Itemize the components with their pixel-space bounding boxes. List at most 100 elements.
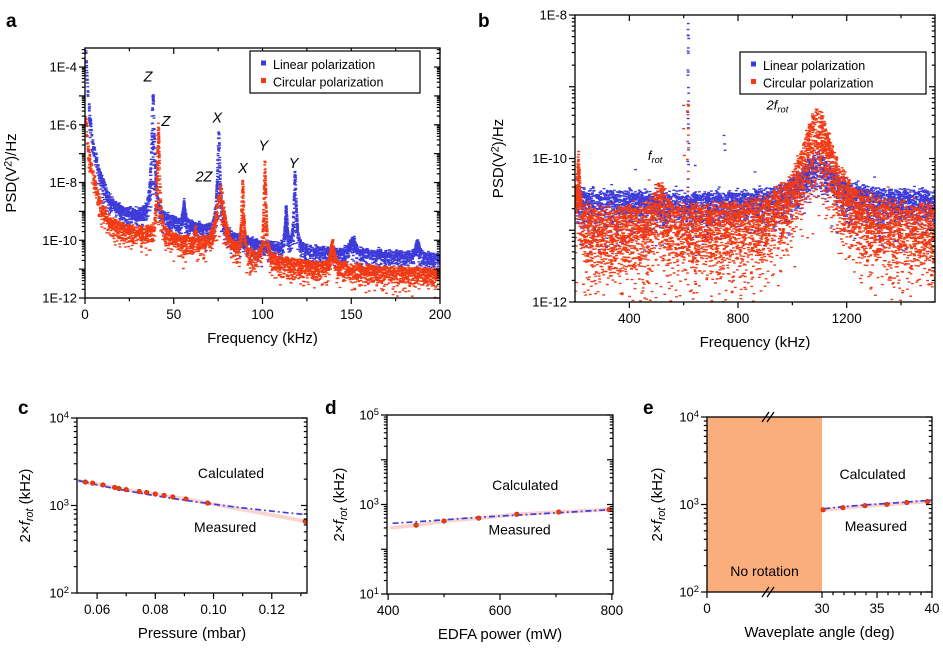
peak-annotation: X [211, 111, 223, 127]
x-tick-label: 800 [727, 311, 750, 326]
panel-letter-a: a [6, 11, 17, 32]
panel-c-plot: 104 103 102 0.06 0.08 0.10 0.12 Pressure (mbar)… [17, 410, 308, 642]
no-rotation-region [707, 417, 822, 592]
data-point [904, 500, 910, 506]
data-point [183, 496, 189, 502]
y-axis-label: 2×frot (kHz) [331, 468, 350, 542]
region-label: No rotation [730, 563, 798, 579]
plot-area [575, 22, 935, 302]
x-tick-label: 40 [924, 601, 939, 616]
y-tick-label: 104 [49, 410, 69, 426]
series-label: Measured [194, 519, 256, 535]
y-axis-label: PSD(V2)/Hz [3, 133, 21, 212]
calculated-line [392, 508, 612, 525]
panel-e-plot: 104 103 102 0 30 35 40 Waveplate angle (deg) 2×f… [649, 409, 940, 641]
panel-b-plot: 1E-8 1E-10 1E-12 400 800 1200 Frequency (kHz) P… [490, 8, 936, 351]
panel-letter-c: c [18, 398, 29, 419]
panel-b: b 1E-8 1E-10 1E-12 400 800 1200 Frequency (kHz… [478, 8, 936, 351]
x-tick-label: 0 [703, 601, 711, 616]
plot-border [76, 417, 308, 594]
x-tick-label: 0.06 [84, 602, 110, 617]
y-axis-label: 2×frot (kHz) [649, 468, 668, 542]
axis-break-mark [766, 586, 775, 598]
legend-label: Circular polarization [763, 77, 874, 91]
data-point [820, 507, 826, 513]
x-axis-label: Pressure (mbar) [138, 625, 246, 642]
data-point [82, 479, 88, 485]
panel-letter-b: b [478, 11, 490, 32]
x-tick-label: 0.10 [200, 602, 226, 617]
axis-break-mark [761, 411, 770, 423]
data-point [556, 509, 562, 515]
y-tick-label: 1E-8 [540, 8, 567, 23]
y-axis-label: PSD(V2)/Hz [490, 119, 508, 198]
legend-marker-red [751, 79, 756, 84]
data-point [144, 490, 150, 496]
panel-c: c 104 103 102 0.06 0.08 0.10 0.12 Pressure (mba… [17, 398, 308, 642]
data-point [840, 505, 846, 511]
data-point [116, 486, 122, 492]
y-tick-label: 105 [359, 407, 379, 423]
x-tick-label: 50 [166, 307, 181, 322]
peak-annotation: Z [143, 69, 154, 85]
data-point [476, 515, 482, 521]
data-point [112, 484, 118, 490]
data-point [161, 492, 167, 499]
legend-label: Circular polarization [273, 76, 384, 90]
y-tick-label: 102 [679, 584, 699, 600]
peak-annotation: 2Z [194, 169, 213, 185]
y-tick-label: 1E-10 [42, 233, 77, 248]
legend: Linear polarization Circular polarization [739, 51, 927, 95]
axis-break-mark [766, 411, 775, 423]
legend-box [739, 51, 927, 95]
y-tick-label: 104 [679, 409, 699, 425]
x-tick-label: 0.12 [259, 602, 285, 617]
x-axis-label: Waveplate angle (deg) [744, 624, 894, 641]
x-tick-label: 150 [340, 307, 363, 322]
x-tick-label: 0.08 [142, 602, 168, 617]
legend-box [249, 50, 421, 94]
data-point [152, 491, 158, 497]
plot-area [820, 499, 932, 513]
data-point [136, 489, 142, 495]
legend-label: Linear polarization [763, 59, 865, 73]
data-point [925, 499, 931, 505]
y-tick-label: 1E-12 [42, 291, 77, 306]
axis-ticks [381, 414, 613, 600]
data-point [123, 487, 129, 493]
x-tick-label: 400 [377, 603, 400, 618]
legend-label: Linear polarization [273, 58, 375, 72]
legend-marker-blue [261, 60, 266, 66]
peak-annotation: frot [648, 148, 663, 165]
y-tick-label: 103 [49, 498, 69, 513]
y-tick-label: 103 [359, 497, 379, 512]
peak-annotation: Y [259, 138, 270, 154]
peak-annotation: X [237, 161, 249, 177]
data-point [441, 518, 447, 524]
panel-a: a 1E-4 1E-6 1E-8 1E-10 1E-12 0 50 100 150 200 Freq… [3, 11, 452, 347]
panel-letter-e: e [643, 398, 654, 419]
axis-ticks [79, 48, 441, 304]
y-tick-label: 102 [49, 585, 69, 601]
y-tick-label: 1E-4 [50, 60, 77, 75]
data-point [170, 494, 176, 500]
x-tick-label: 35 [869, 601, 884, 616]
x-tick-label: 1200 [832, 311, 862, 326]
plot-area [77, 478, 307, 524]
y-tick-label: 101 [359, 586, 379, 602]
x-axis-label: Frequency (kHz) [700, 334, 811, 351]
data-point [514, 511, 520, 517]
x-tick-label: 800 [601, 603, 624, 618]
measured-trend-line [821, 499, 932, 513]
x-tick-label: 400 [618, 311, 641, 326]
panel-letter-d: d [325, 398, 337, 419]
axis-ticks [701, 416, 933, 598]
axis-break-mark [761, 586, 770, 598]
x-axis-label: Frequency (kHz) [207, 330, 318, 347]
x-tick-label: 600 [489, 603, 512, 618]
y-axis-label: 2×frot (kHz) [17, 469, 36, 543]
